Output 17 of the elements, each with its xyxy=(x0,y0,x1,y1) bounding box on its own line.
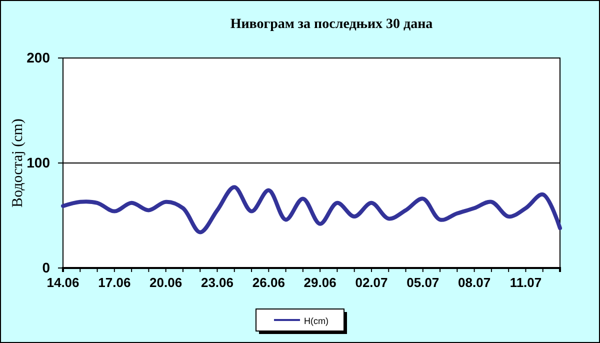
x-tick-label: 17.06 xyxy=(98,275,131,290)
line-series xyxy=(61,185,562,234)
x-tick-label: 26.06 xyxy=(252,275,285,290)
x-tick-label: 29.06 xyxy=(304,275,336,290)
x-tick-label: 20.06 xyxy=(150,275,182,290)
legend-label: H(cm) xyxy=(304,316,328,326)
y-tick-label: 0 xyxy=(42,259,50,276)
x-tick-label: 08.07 xyxy=(458,275,491,290)
y-tick-label: 200 xyxy=(26,49,50,66)
y-tick-label: 100 xyxy=(26,154,50,170)
chart-title: Нивограм за последњих 30 дана xyxy=(230,17,433,32)
x-tick-label: 02.07 xyxy=(355,275,388,290)
y-axis-title: Водостај (cm) xyxy=(10,118,26,208)
x-tick-label: 05.07 xyxy=(406,275,440,290)
x-tick-label: 23.06 xyxy=(200,275,234,290)
x-tick-label: 14.06 xyxy=(46,275,80,290)
x-tick-label: 11.07 xyxy=(510,275,542,290)
